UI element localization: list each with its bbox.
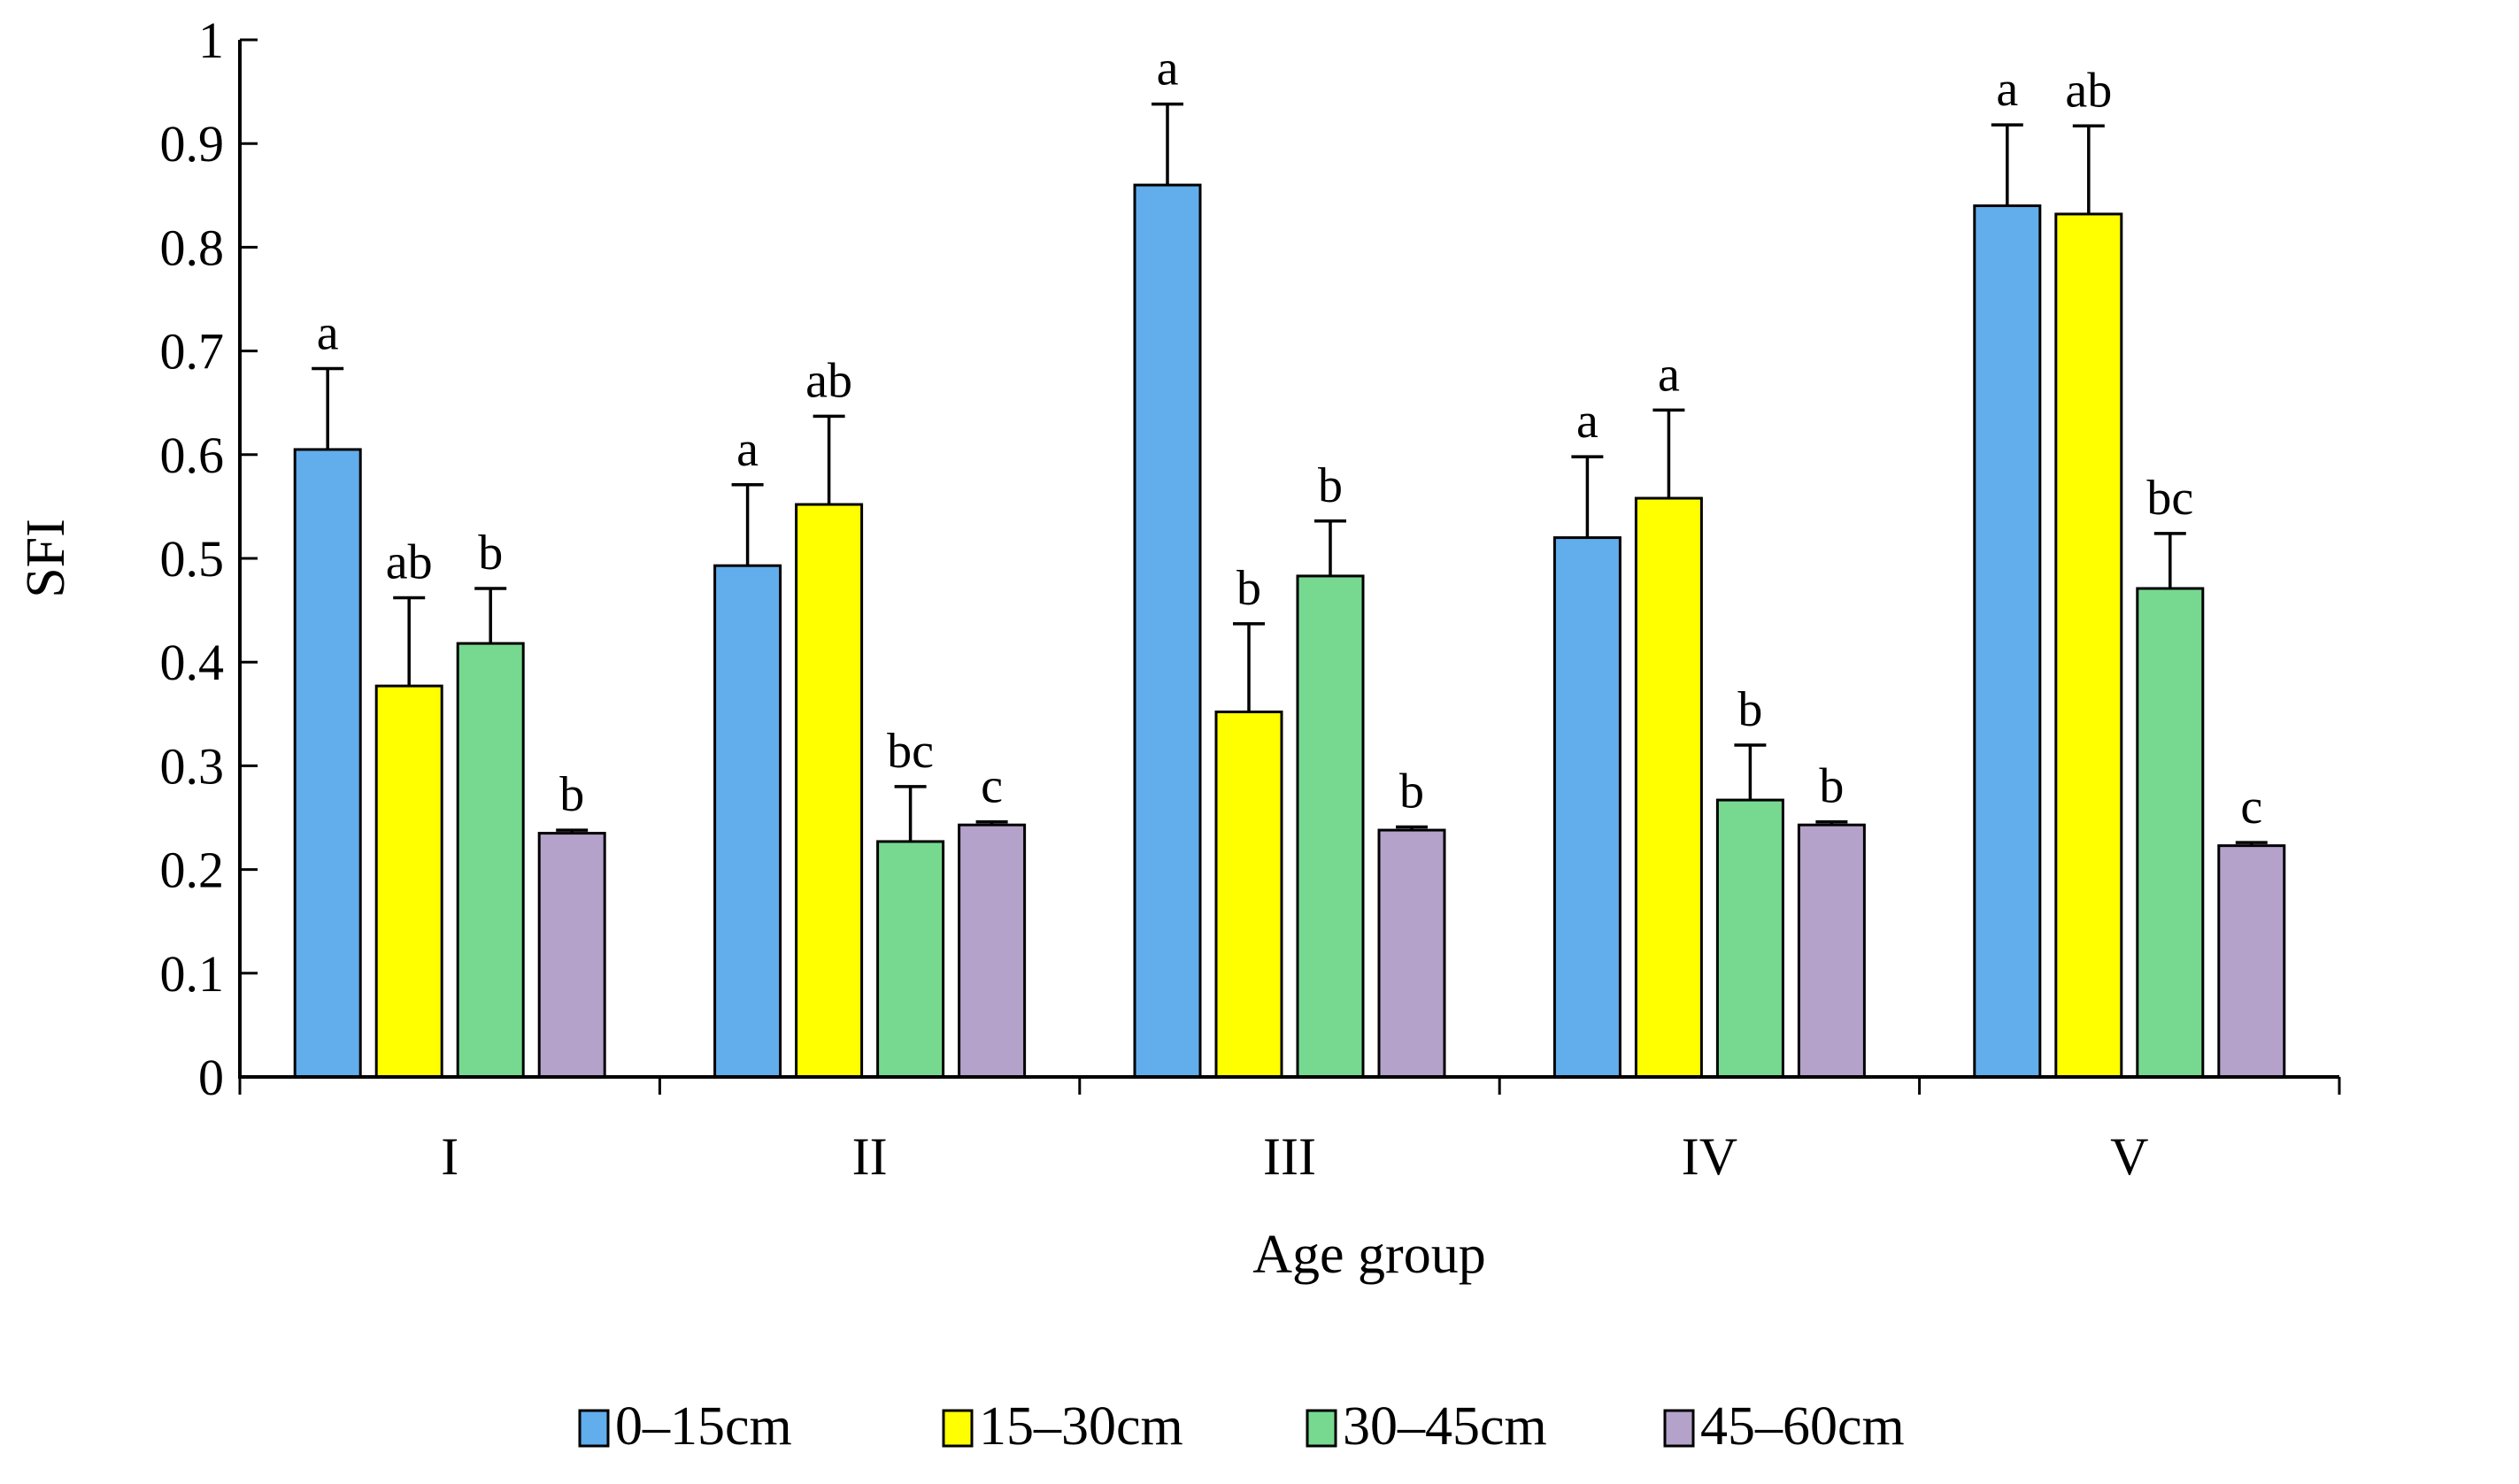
bar bbox=[876, 840, 945, 1079]
y-tick-label: 0.6 bbox=[160, 427, 225, 484]
significance-label: a bbox=[1996, 62, 2018, 117]
y-tick-label: 0.7 bbox=[160, 323, 225, 381]
significance-label: bc bbox=[2146, 471, 2193, 526]
significance-label: b bbox=[1819, 759, 1844, 814]
legend-swatch bbox=[942, 1409, 974, 1448]
bar bbox=[1552, 536, 1622, 1079]
x-category-label: II bbox=[852, 1127, 888, 1186]
significance-label: a bbox=[1576, 394, 1598, 449]
bar bbox=[537, 832, 606, 1079]
y-tick-label: 0.4 bbox=[160, 634, 225, 691]
legend-label: 45–60cm bbox=[1700, 1396, 1905, 1457]
bar bbox=[374, 684, 443, 1079]
bar bbox=[293, 448, 362, 1079]
y-tick-label: 0.2 bbox=[160, 842, 225, 899]
legend-label: 0–15cm bbox=[615, 1396, 792, 1457]
significance-label: b bbox=[1737, 682, 1762, 737]
significance-label: a bbox=[1157, 42, 1179, 96]
y-axis-ticks: 0 0.1 0.2 0.3 0.4 0.5 0.6 0.7 0.8 0.9 1 bbox=[160, 12, 258, 1106]
bar bbox=[1973, 204, 2042, 1079]
bar bbox=[1296, 574, 1365, 1079]
significance-label: ab bbox=[386, 535, 433, 590]
x-category-label: V bbox=[2110, 1127, 2148, 1186]
legend: 0–15cm 15–30cm 30–45cm 45–60cm bbox=[578, 1396, 1905, 1457]
significance-label: b bbox=[1236, 561, 1261, 616]
x-category-label: I bbox=[441, 1127, 458, 1186]
significance-label: b bbox=[1318, 458, 1343, 513]
y-tick-label: 0 bbox=[198, 1049, 224, 1106]
significance-label: bc bbox=[887, 724, 934, 779]
legend-label: 30–45cm bbox=[1343, 1396, 1547, 1457]
y-tick-label: 0.3 bbox=[160, 737, 225, 795]
significance-label: c bbox=[2240, 780, 2262, 834]
bar bbox=[1715, 798, 1784, 1079]
axes bbox=[238, 40, 2339, 1079]
significance-label: b bbox=[1399, 765, 1424, 819]
legend-swatch bbox=[1663, 1409, 1695, 1448]
bar bbox=[456, 642, 525, 1079]
y-axis-title: SFI bbox=[16, 519, 76, 598]
significance-label: a bbox=[736, 422, 759, 477]
bar bbox=[2217, 844, 2286, 1079]
x-category-label: IV bbox=[1682, 1127, 1737, 1186]
bar bbox=[1634, 496, 1703, 1079]
bar bbox=[1377, 828, 1446, 1079]
x-axis-ticks: I II III IV V bbox=[238, 1077, 2341, 1186]
y-tick-label: 0.8 bbox=[160, 219, 225, 276]
bar bbox=[2054, 212, 2123, 1079]
bar bbox=[1133, 183, 1202, 1079]
y-tick-label: 0.5 bbox=[160, 530, 225, 588]
bars bbox=[293, 183, 2286, 1079]
bar bbox=[1797, 823, 1866, 1079]
x-axis-title: Age group bbox=[1252, 1225, 1485, 1285]
y-tick-label: 0.9 bbox=[160, 115, 225, 173]
legend-swatch bbox=[1306, 1409, 1337, 1448]
legend-swatch bbox=[578, 1409, 610, 1448]
significance-label: c bbox=[981, 759, 1003, 814]
significance-label: b bbox=[478, 526, 503, 581]
error-bars bbox=[312, 102, 2268, 846]
bar bbox=[1214, 710, 1283, 1079]
bar bbox=[713, 564, 782, 1079]
bar bbox=[2136, 587, 2205, 1079]
significance-label: a bbox=[1658, 347, 1680, 402]
y-tick-label: 0.1 bbox=[160, 945, 225, 1003]
significance-label: ab bbox=[2065, 63, 2112, 118]
significance-label: b bbox=[559, 767, 584, 822]
significance-label: ab bbox=[805, 353, 852, 408]
y-tick-label: 1 bbox=[198, 12, 224, 69]
bar bbox=[958, 823, 1027, 1079]
bar bbox=[795, 503, 864, 1079]
x-category-label: III bbox=[1263, 1127, 1316, 1186]
legend-label: 15–30cm bbox=[979, 1396, 1183, 1457]
significance-label: a bbox=[317, 306, 339, 361]
